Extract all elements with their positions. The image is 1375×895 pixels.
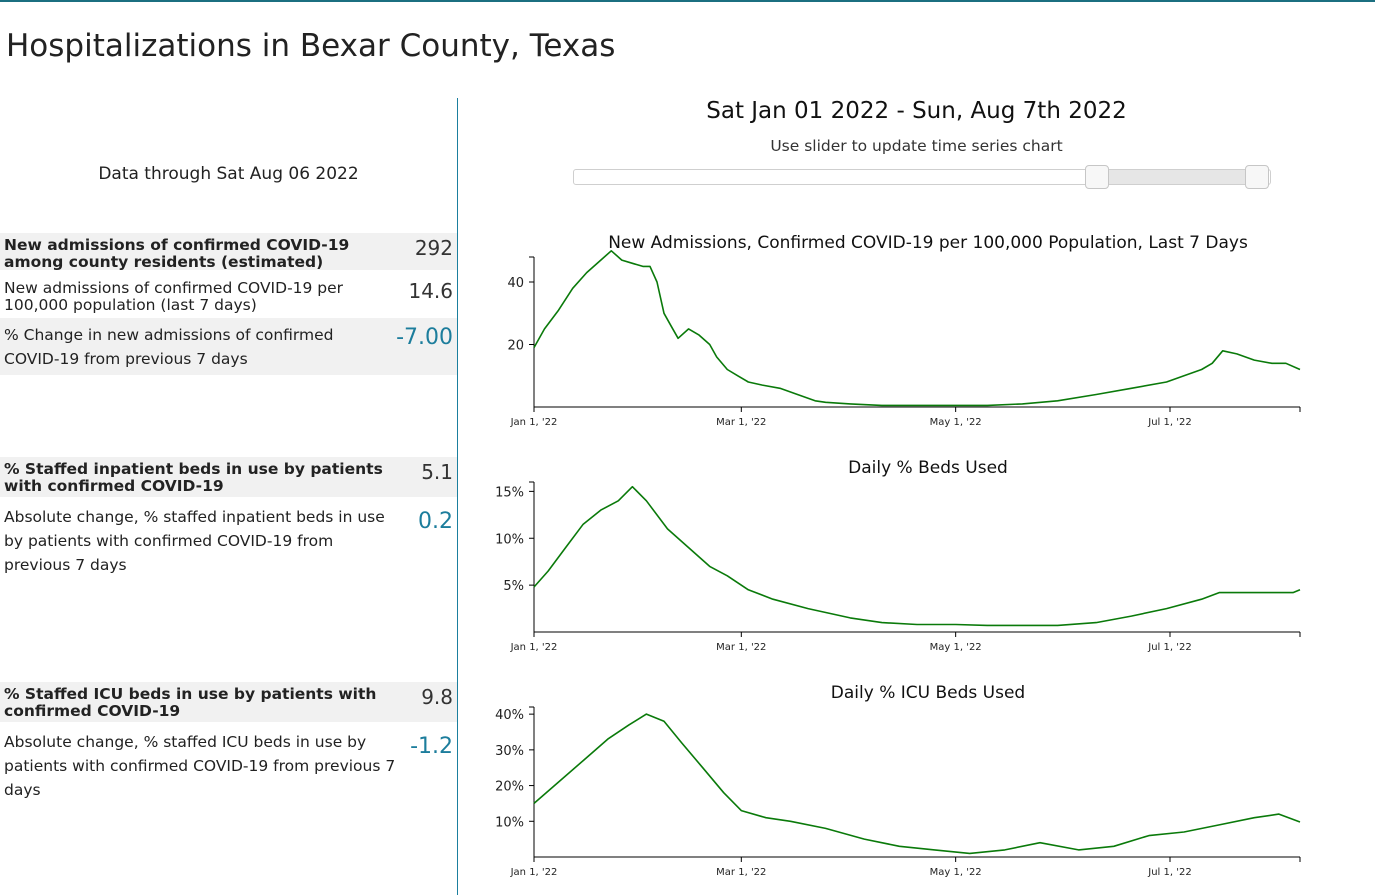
y-tick-label: 15% <box>495 485 524 500</box>
stat-row-inpatient-beds: % Staffed inpatient beds in use by patie… <box>0 457 457 497</box>
chart-title-beds-used: Daily % Beds Used <box>848 458 1008 478</box>
series-line <box>533 713 1301 855</box>
x-tick-label: Jan 1, '22 <box>510 867 558 878</box>
chart-title-new-admissions: New Admissions, Confirmed COVID-19 per 1… <box>608 233 1248 253</box>
stat-value-change: -1.2 <box>410 734 453 759</box>
stat-label: New admissions of confirmed COVID-19 per… <box>4 279 344 314</box>
y-tick-label: 20% <box>495 780 524 795</box>
y-tick-label: 20 <box>507 339 524 354</box>
slider-selected-range[interactable] <box>1096 170 1258 184</box>
y-tick-label: 5% <box>503 579 524 594</box>
chart-icu-beds-used: 10% 20% 30% 40% Jan 1, '22 Mar 1, '22 May 1, '… <box>495 706 1301 878</box>
stat-label: % Staffed inpatient beds in use by patie… <box>4 460 383 495</box>
x-tick-label: Jul 1, '22 <box>1147 417 1191 428</box>
x-tick-label: Jul 1, '22 <box>1147 867 1191 878</box>
y-tick-label: 10% <box>495 532 524 547</box>
stat-value: 14.6 <box>408 279 453 303</box>
x-tick-label: Mar 1, '22 <box>716 642 766 653</box>
x-tick-label: May 1, '22 <box>930 417 982 428</box>
slider-start-handle[interactable] <box>1084 165 1109 189</box>
stat-label: Absolute change, % staffed ICU beds in u… <box>4 733 396 799</box>
stat-label: Absolute change, % staffed inpatient bed… <box>4 508 385 574</box>
chart-beds-used: 5% 10% 15% Jan 1, '22 Mar 1, '22 May 1, '22 Ju… <box>495 481 1301 653</box>
date-range-title: Sat Jan 01 2022 - Sun, Aug 7th 2022 <box>706 98 1127 124</box>
y-tick-label: 30% <box>495 744 524 759</box>
series-line <box>533 485 1301 627</box>
stat-value: 292 <box>414 236 453 260</box>
y-tick-label: 40% <box>495 708 524 723</box>
stat-row-percent-change-admissions: % Change in new admissions of confirmed … <box>0 318 457 375</box>
x-tick-label: Mar 1, '22 <box>716 417 766 428</box>
page-title: Hospitalizations in Bexar County, Texas <box>6 28 616 64</box>
stat-value-change: 0.2 <box>418 509 453 534</box>
stat-value-change: -7.00 <box>396 325 453 350</box>
stat-value: 9.8 <box>421 685 453 709</box>
stat-label: New admissions of confirmed COVID-19 amo… <box>4 236 350 271</box>
x-tick-label: Jul 1, '22 <box>1147 642 1191 653</box>
data-through-label: Data through Sat Aug 06 2022 <box>98 164 359 184</box>
vertical-divider <box>457 98 458 895</box>
stat-row-icu-beds: % Staffed ICU beds in use by patients wi… <box>0 682 457 722</box>
chart-new-admissions: 20 40 Jan 1, '22 Mar 1, '22 May 1, '22 Jul 1,… <box>507 250 1301 428</box>
stat-value: 5.1 <box>421 460 453 484</box>
stat-row-icu-beds-change: Absolute change, % staffed ICU beds in u… <box>0 730 457 810</box>
x-tick-label: Mar 1, '22 <box>716 867 766 878</box>
series-line <box>533 250 1301 407</box>
x-tick-label: Jan 1, '22 <box>510 417 558 428</box>
top-rule <box>0 0 1375 2</box>
slider-end-handle[interactable] <box>1245 165 1270 189</box>
stat-label: % Staffed ICU beds in use by patients wi… <box>4 685 377 720</box>
slider-instructions: Use slider to update time series chart <box>770 137 1063 155</box>
chart-title-icu-beds-used: Daily % ICU Beds Used <box>830 683 1026 703</box>
stat-label: % Change in new admissions of confirmed … <box>4 326 334 368</box>
y-tick-label: 10% <box>495 815 524 830</box>
x-tick-label: May 1, '22 <box>930 867 982 878</box>
stat-row-new-admissions: New admissions of confirmed COVID-19 amo… <box>0 233 457 271</box>
x-tick-label: Jan 1, '22 <box>510 642 558 653</box>
stat-row-admissions-per-100k: New admissions of confirmed COVID-19 per… <box>0 276 457 318</box>
x-tick-label: May 1, '22 <box>930 642 982 653</box>
y-tick-label: 40 <box>507 276 524 291</box>
stat-row-inpatient-beds-change: Absolute change, % staffed inpatient bed… <box>0 505 457 585</box>
